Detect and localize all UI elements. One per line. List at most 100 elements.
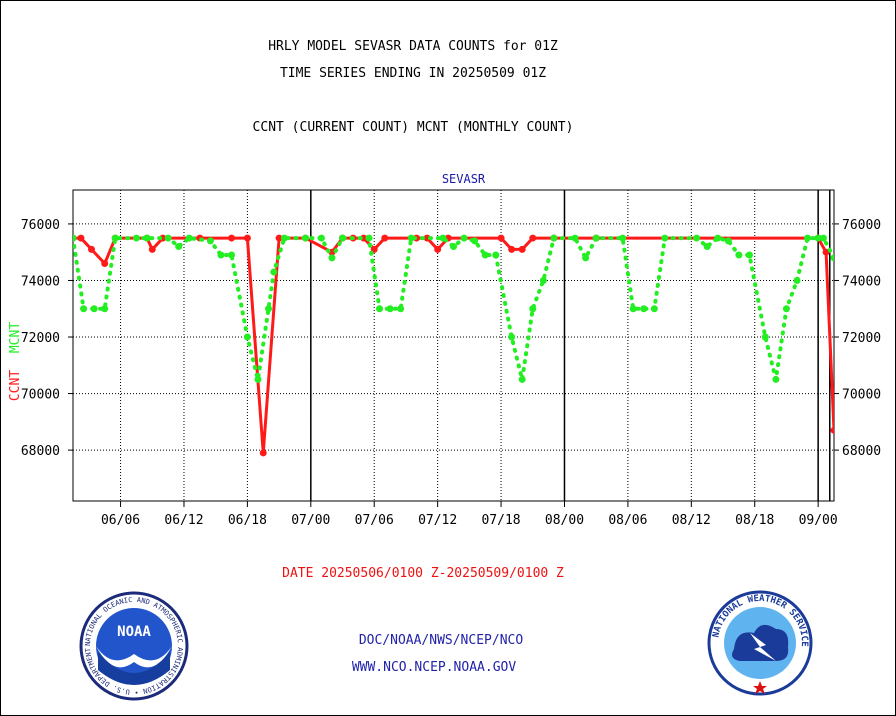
x-tick-label: 09/00 <box>799 513 838 528</box>
y-axis-label-mcnt: MCNT <box>8 322 23 353</box>
data-point-mcnt <box>650 305 658 313</box>
plot-frame <box>72 189 835 502</box>
data-point-mcnt <box>265 305 273 313</box>
data-point-mcnt <box>386 305 394 313</box>
x-tick-label: 06/12 <box>164 513 203 528</box>
data-point-mcnt <box>339 234 347 242</box>
data-point-mcnt <box>830 254 834 262</box>
data-point-mcnt <box>772 375 780 383</box>
date-range-label: DATE 20250506/0100 Z-20250509/0100 Z <box>282 566 564 581</box>
data-point-mcnt <box>735 251 743 259</box>
data-point-mcnt <box>819 234 827 242</box>
data-point-mcnt <box>111 234 119 242</box>
series-ccnt <box>73 234 843 457</box>
data-point-mcnt <box>640 305 648 313</box>
data-point-mcnt <box>518 375 526 383</box>
data-point-mcnt <box>814 234 822 242</box>
data-point-mcnt <box>217 251 225 259</box>
series-line-ccnt <box>73 236 834 455</box>
x-tick-label: 06/06 <box>101 513 140 528</box>
y-tick-label-left: 68000 <box>21 444 60 459</box>
data-point-mcnt <box>508 333 516 341</box>
data-point-ccnt <box>370 245 378 253</box>
data-point-mcnt <box>376 305 384 313</box>
data-point-mcnt <box>317 234 325 242</box>
data-point-mcnt <box>328 254 336 262</box>
data-point-mcnt <box>175 243 183 251</box>
y-tick-label-right: 72000 <box>842 331 881 346</box>
data-point-mcnt <box>143 234 151 242</box>
x-tick-label: 08/00 <box>545 513 584 528</box>
data-point-mcnt <box>804 234 812 242</box>
data-point-ccnt <box>836 235 843 242</box>
data-point-mcnt <box>571 234 579 242</box>
data-point-mcnt <box>724 237 732 245</box>
x-tick-label: 07/06 <box>355 513 394 528</box>
noaa-center-text: NOAA <box>117 624 151 640</box>
data-point-mcnt <box>280 234 288 242</box>
data-point-mcnt <box>661 234 669 242</box>
data-point-ccnt <box>381 234 389 242</box>
chart-title-line-1: HRLY MODEL SEVASR DATA COUNTS for 01Z <box>268 39 558 54</box>
y-tick-label-right: 76000 <box>842 218 881 233</box>
x-tick-label: 08/18 <box>735 513 774 528</box>
data-point-mcnt <box>782 305 790 313</box>
data-point-mcnt <box>254 375 262 383</box>
data-point-mcnt <box>164 234 172 242</box>
y-tick-label-left: 76000 <box>21 218 60 233</box>
data-point-ccnt <box>497 234 505 242</box>
y-tick-label-left: 74000 <box>21 274 60 289</box>
data-point-mcnt <box>73 234 77 242</box>
x-tick-label: 06/18 <box>228 513 267 528</box>
data-point-mcnt <box>132 234 140 242</box>
data-point-ccnt <box>360 234 368 242</box>
chart-subtitle: CCNT (CURRENT COUNT) MCNT (MONTHLY COUNT… <box>252 120 574 135</box>
data-point-ccnt <box>243 234 251 242</box>
data-point-mcnt <box>206 237 214 245</box>
x-tick-label: 08/06 <box>608 513 647 528</box>
data-point-ccnt <box>101 260 109 268</box>
y-tick-label-left: 70000 <box>21 388 60 403</box>
data-point-ccnt <box>529 234 537 242</box>
data-point-mcnt <box>407 234 415 242</box>
data-point-mcnt <box>852 235 859 242</box>
data-point-mcnt <box>714 234 722 242</box>
data-point-mcnt <box>228 251 236 259</box>
data-point-ccnt <box>259 449 267 457</box>
data-point-ccnt <box>148 245 156 253</box>
data-point-mcnt <box>529 305 537 313</box>
website-link[interactable]: WWW.NCO.NCEP.NOAA.GOV <box>351 660 517 675</box>
nws-logo: NATIONAL WEATHER SERVICE <box>707 590 813 696</box>
x-tick-label: 08/12 <box>672 513 711 528</box>
data-point-ccnt <box>518 245 526 253</box>
noaa-logo: NATIONAL OCEANIC AND ATMOSPHERIC ADMINIS… <box>78 590 189 701</box>
data-point-mcnt <box>460 234 468 242</box>
x-tick-label: 07/12 <box>418 513 457 528</box>
data-point-mcnt <box>492 251 500 259</box>
data-point-mcnt <box>397 305 405 313</box>
x-tick-label: 07/00 <box>291 513 330 528</box>
data-point-ccnt <box>434 245 442 253</box>
series-line-mcnt <box>73 236 834 382</box>
y-tick-label-right: 68000 <box>842 444 881 459</box>
data-point-mcnt <box>592 234 600 242</box>
data-point-mcnt <box>761 333 769 341</box>
data-point-ccnt <box>423 234 431 242</box>
data-point-ccnt <box>830 426 834 434</box>
data-point-mcnt <box>693 234 701 242</box>
data-point-ccnt <box>275 234 283 242</box>
data-point-mcnt <box>80 305 88 313</box>
data-point-mcnt <box>481 251 489 259</box>
y-tick-label-right: 70000 <box>842 388 881 403</box>
data-point-ccnt <box>77 234 85 242</box>
data-point-mcnt <box>439 234 447 242</box>
data-point-mcnt <box>582 254 590 262</box>
data-point-mcnt <box>629 305 637 313</box>
x-tick-label: 07/18 <box>481 513 520 528</box>
data-point-mcnt <box>270 268 278 276</box>
data-point-ccnt <box>228 234 236 242</box>
y-axis-label-ccnt: CCNT <box>8 370 23 401</box>
data-point-mcnt <box>619 234 627 242</box>
data-point-mcnt <box>539 276 547 284</box>
